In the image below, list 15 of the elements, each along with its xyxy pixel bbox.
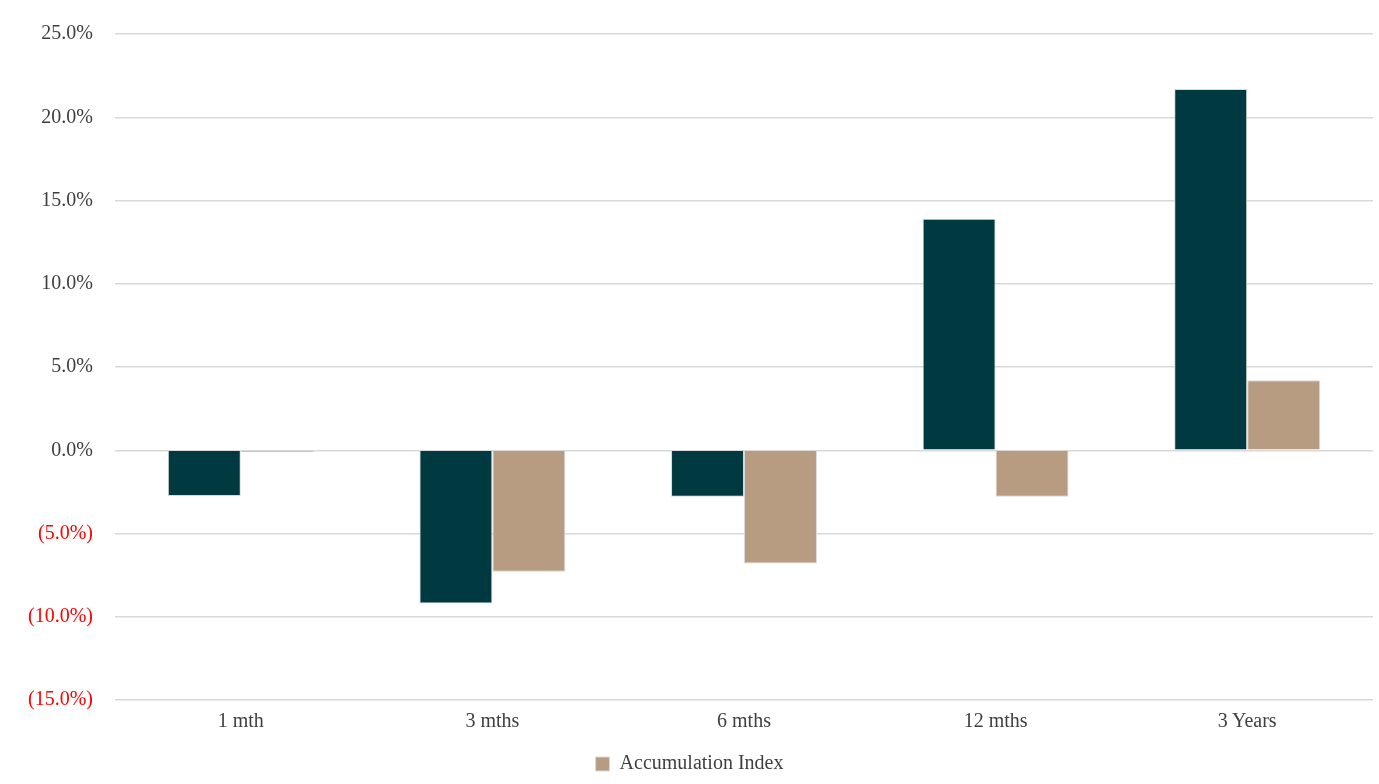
y-tick-label: (5.0%) [38, 520, 93, 544]
y-tick-label: 5.0% [51, 354, 93, 377]
y-tick-label: 15.0% [41, 187, 93, 210]
x-tick-label: 3 mths [465, 709, 520, 732]
y-tick-label: 0.0% [51, 437, 93, 460]
y-tick-label: 10.0% [41, 271, 93, 293]
x-tick-label: 3 Years [1217, 709, 1277, 732]
x-tick-label: 6 mths [717, 709, 772, 732]
y-tick-label: (15.0%) [28, 687, 93, 711]
x-tick-label: 12 mths [963, 709, 1028, 732]
y-tick-label: 20.0% [41, 104, 93, 127]
y-tick-label: 25.0% [41, 21, 93, 44]
legend-label: Accumulation Index [619, 751, 784, 774]
x-tick-label: 1 mth [217, 709, 264, 732]
y-tick-label: (10.0%) [28, 604, 93, 627]
